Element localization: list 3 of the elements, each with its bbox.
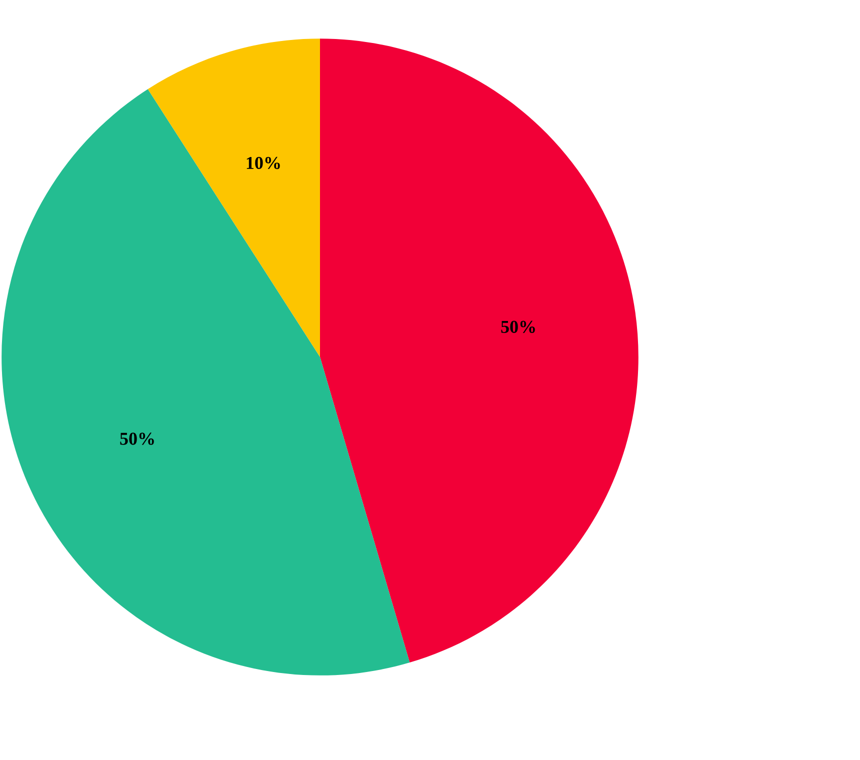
data-label: 50% [501, 320, 535, 334]
data-label: 10% [246, 156, 280, 170]
data-label: 50% [120, 432, 154, 445]
